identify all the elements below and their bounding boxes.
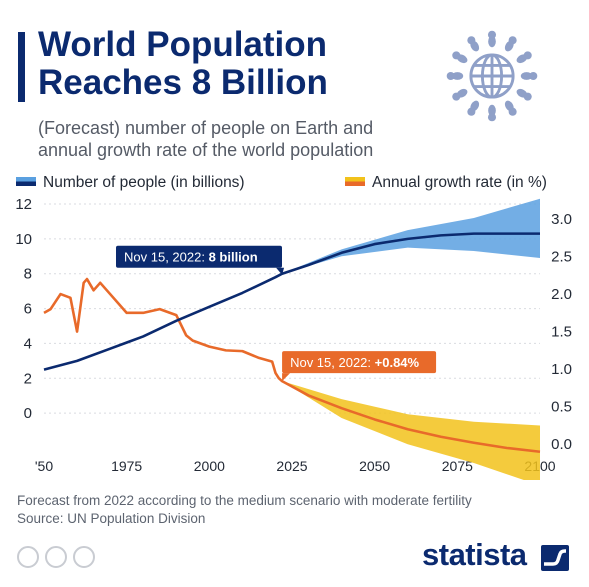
x-tick: 2000 — [194, 458, 225, 474]
y-tick-left: 12 — [15, 196, 32, 213]
title-line-2: Reaches 8 Billion — [38, 63, 328, 102]
statista-logo-text: statista — [422, 537, 527, 572]
globe-person-body — [456, 88, 468, 98]
y-tick-left: 10 — [15, 231, 32, 248]
attribution-icon — [45, 546, 67, 568]
subtitle-line-2: annual growth rate of the world populati… — [38, 140, 374, 160]
globe-person-body — [488, 104, 496, 117]
y-tick-right: 1.5 — [551, 324, 572, 341]
globe-person-body — [504, 100, 514, 112]
subtitle-line-1: (Forecast) number of people on Earth and — [38, 118, 374, 138]
callout-people-value: 8 billion — [209, 250, 258, 265]
y-tick-left: 0 — [24, 405, 32, 422]
y-tick-right: 0.0 — [551, 436, 572, 453]
footnote-source: Source: UN Population Division — [17, 511, 206, 526]
globe-person-body — [516, 88, 528, 98]
callout-growth-pointer — [282, 373, 291, 382]
y-tick-left: 8 — [24, 266, 32, 283]
cc-icon — [17, 546, 39, 568]
x-tick: '50 — [35, 458, 53, 474]
callout-people-box — [116, 245, 282, 268]
legend-swatch-growth — [345, 177, 365, 187]
legend-growth-label: Annual growth rate (in %) — [372, 174, 547, 191]
legend-people: Number of people (in billions) — [16, 174, 245, 192]
forecast-band-people — [282, 198, 540, 274]
callout-people-date: Nov 15, 2022: — [124, 250, 209, 265]
page-title: World Population Reaches 8 Billion — [38, 26, 398, 102]
footnote-forecast: Forecast from 2022 according to the medi… — [17, 493, 472, 508]
globe-person-body — [470, 100, 480, 112]
callout-growth-date: Nov 15, 2022: — [290, 355, 375, 370]
y-tick-left: 2 — [24, 370, 32, 387]
y-tick-right: 3.0 — [551, 211, 572, 228]
y-tick-left: 6 — [24, 301, 32, 318]
title-accent-bar — [18, 32, 25, 102]
x-tick: 1975 — [111, 458, 142, 474]
globe-person-body — [504, 40, 514, 52]
footnote: Forecast from 2022 according to the medi… — [17, 492, 472, 528]
callout-people-text: Nov 15, 2022: 8 billion — [124, 250, 258, 265]
title-line-1: World Population — [38, 25, 328, 64]
globe-person-body — [520, 72, 533, 80]
y-tick-right: 1.0 — [551, 361, 572, 378]
globe-person-body — [516, 54, 528, 64]
globe-person-body — [488, 35, 496, 48]
equal-icon — [73, 546, 95, 568]
legend-swatch-people — [16, 177, 36, 187]
globe-person-body — [451, 72, 464, 80]
x-tick: 2050 — [359, 458, 390, 474]
population-chart: 0 2 4 6 8 10 12 0.0 0.5 1.0 1.5 2.0 2.5 3.0 '50 1975 200… — [15, 196, 572, 480]
y-tick-right: 2.5 — [551, 249, 572, 266]
y-tick-right: 0.5 — [551, 399, 572, 416]
y-tick-left: 4 — [24, 335, 32, 352]
callout-people-pointer — [276, 267, 285, 275]
statista-logo-mark — [541, 545, 569, 571]
globe-people-icon — [446, 30, 538, 122]
callout-growth-text: Nov 15, 2022: +0.84% — [290, 355, 419, 370]
callout-growth-value: +0.84% — [375, 355, 420, 370]
y-tick-right: 2.0 — [551, 286, 572, 303]
legend-people-label: Number of people (in billions) — [43, 174, 245, 191]
x-tick: 2075 — [442, 458, 473, 474]
globe-person-body — [456, 54, 468, 64]
globe-person-body — [470, 40, 480, 52]
callout-growth-box — [282, 351, 437, 374]
page-subtitle: (Forecast) number of people on Earth and… — [38, 117, 458, 161]
series-line-growth — [43, 277, 541, 454]
x-tick: 2025 — [276, 458, 307, 474]
legend-growth: Annual growth rate (in %) — [345, 174, 547, 192]
